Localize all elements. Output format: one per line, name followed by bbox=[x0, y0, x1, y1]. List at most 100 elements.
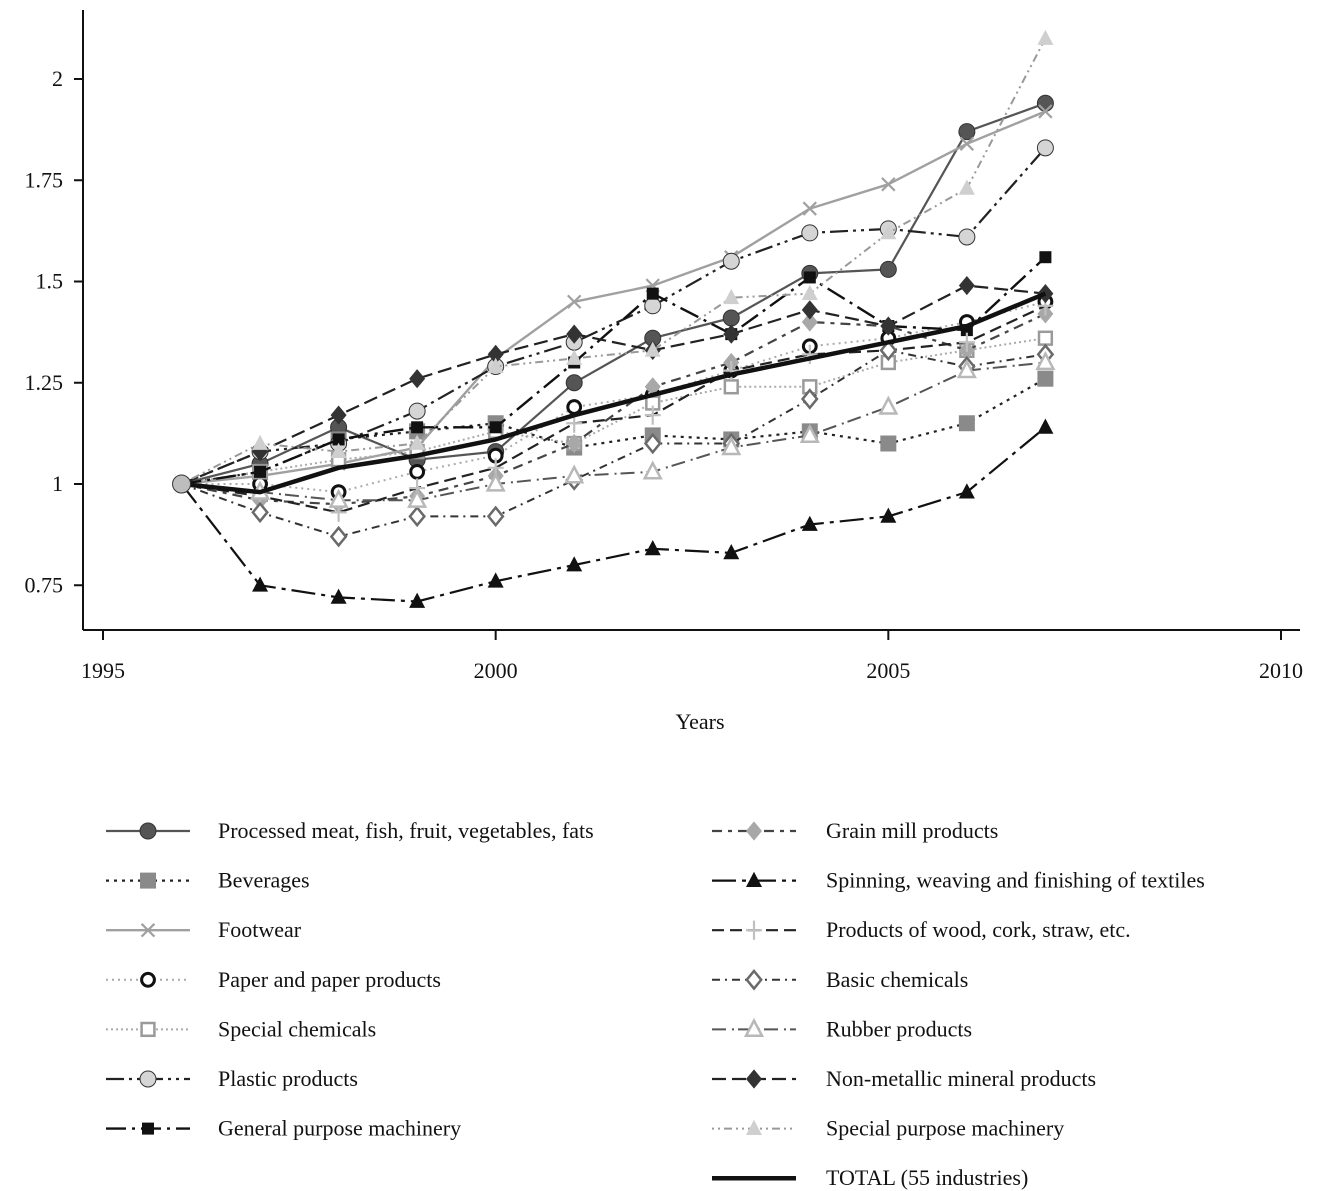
series-9 bbox=[181, 296, 1054, 522]
y-tick-label: 0.75 bbox=[25, 572, 64, 597]
series-4-point bbox=[1037, 330, 1054, 346]
series-3-line bbox=[181, 300, 1046, 494]
series-8-point bbox=[566, 556, 583, 572]
series-8-point bbox=[252, 576, 269, 592]
series-7-point bbox=[566, 433, 583, 454]
series-0 bbox=[181, 94, 1054, 486]
series-13-point bbox=[644, 341, 661, 357]
series-8-point bbox=[330, 588, 347, 604]
legend-entry-13: Special purpose machinery bbox=[712, 1116, 1064, 1141]
legend-swatch-marker bbox=[746, 1069, 762, 1089]
series-6-point bbox=[1039, 251, 1052, 264]
series-5-point bbox=[408, 402, 426, 420]
series-12-point bbox=[330, 405, 347, 425]
series-6-point bbox=[489, 421, 502, 434]
series-9-point bbox=[644, 405, 661, 425]
x-stroke bbox=[567, 294, 582, 309]
series-13-point bbox=[566, 349, 583, 365]
series-11-point bbox=[878, 395, 899, 415]
series-7-line bbox=[181, 312, 1046, 506]
legend-entry-7: Grain mill products bbox=[712, 818, 998, 843]
legend-swatch-marker bbox=[139, 822, 157, 840]
series-14-line bbox=[181, 291, 1047, 495]
series-4-point bbox=[723, 379, 739, 395]
legend-entry-14: TOTAL (55 industries) bbox=[712, 1165, 1028, 1190]
origin-point bbox=[172, 474, 192, 494]
series-5-point bbox=[1036, 139, 1054, 157]
series-8-point bbox=[723, 544, 740, 560]
series-2-point bbox=[1038, 104, 1053, 119]
legend-label: General purpose machinery bbox=[218, 1116, 461, 1141]
series-10-line bbox=[181, 349, 1046, 538]
legend-label: Beverages bbox=[218, 868, 310, 893]
series-2-point bbox=[881, 177, 896, 192]
series-5-point bbox=[722, 252, 740, 270]
series-12-point bbox=[958, 275, 975, 296]
x-axis-title: Years bbox=[675, 709, 724, 734]
legend-label: Processed meat, fish, fruit, vegetables,… bbox=[218, 818, 594, 843]
legend-label: Footwear bbox=[218, 917, 302, 942]
legend-swatch-marker bbox=[140, 971, 156, 988]
series-12-point bbox=[723, 324, 740, 344]
x-stroke bbox=[959, 136, 975, 151]
legend: Processed meat, fish, fruit, vegetables,… bbox=[106, 818, 1205, 1190]
series-8-point bbox=[801, 515, 818, 531]
series-13-point bbox=[487, 357, 504, 373]
legend-label: TOTAL (55 industries) bbox=[826, 1165, 1028, 1190]
series-1-point bbox=[1037, 370, 1054, 387]
legend-entry-6: General purpose machinery bbox=[106, 1116, 461, 1141]
series-5-point bbox=[801, 224, 819, 242]
legend-swatch-marker bbox=[140, 923, 156, 938]
series-10-point bbox=[408, 505, 426, 528]
y-tick-label: 2 bbox=[52, 66, 63, 91]
series-8-point bbox=[409, 592, 426, 608]
series-5-point bbox=[958, 228, 976, 246]
series-13-point bbox=[252, 434, 269, 450]
series-9-point bbox=[958, 332, 975, 352]
legend-entry-8: Spinning, weaving and finishing of texti… bbox=[712, 868, 1205, 893]
y-tick-label: 1.5 bbox=[36, 269, 64, 294]
series-8 bbox=[180, 418, 1054, 608]
series-0-point bbox=[722, 309, 740, 327]
series-11-point bbox=[328, 488, 349, 508]
series-12-point bbox=[409, 369, 426, 389]
legend-entry-0: Processed meat, fish, fruit, vegetables,… bbox=[106, 818, 594, 843]
series-13-point bbox=[330, 442, 347, 458]
series-2-point bbox=[567, 294, 582, 309]
series-6-point bbox=[411, 421, 424, 434]
series-4 bbox=[181, 330, 1054, 485]
series-8-point bbox=[1037, 418, 1054, 434]
series-9-point bbox=[723, 361, 740, 381]
series-10-point bbox=[329, 525, 348, 548]
series-5-point bbox=[644, 297, 662, 315]
series-13-point bbox=[880, 224, 897, 240]
series-11 bbox=[181, 351, 1056, 508]
series-10-point bbox=[879, 339, 898, 362]
series-11-point bbox=[642, 460, 663, 480]
x-stroke bbox=[881, 177, 896, 192]
legend-swatch-marker bbox=[142, 1122, 154, 1135]
legend-swatch-marker bbox=[746, 1119, 762, 1135]
series-2-point bbox=[959, 136, 975, 151]
series-11-point bbox=[799, 423, 820, 444]
series-1-point bbox=[958, 415, 975, 432]
series-0-point bbox=[958, 123, 976, 141]
series-7-point bbox=[644, 377, 661, 397]
legend-entry-10: Basic chemicals bbox=[712, 967, 968, 992]
series-2-line bbox=[181, 110, 1046, 486]
legend-entry-9: Products of wood, cork, straw, etc. bbox=[712, 917, 1131, 942]
series-6-point bbox=[332, 433, 345, 446]
legend-entry-11: Rubber products bbox=[712, 1016, 972, 1041]
series-0-point bbox=[879, 260, 897, 278]
legend-entry-4: Special chemicals bbox=[106, 1016, 376, 1041]
legend-entry-3: Paper and paper products bbox=[106, 967, 441, 992]
series-14 bbox=[181, 291, 1047, 495]
series-11-point bbox=[407, 488, 428, 508]
series-7-point bbox=[801, 312, 818, 332]
legend-swatch-marker bbox=[745, 969, 763, 991]
legend-entry-1: Beverages bbox=[106, 868, 310, 893]
legend-label: Paper and paper products bbox=[218, 967, 441, 992]
series-10-point bbox=[486, 505, 505, 528]
series-13 bbox=[181, 29, 1054, 485]
series-11-point bbox=[956, 359, 977, 379]
